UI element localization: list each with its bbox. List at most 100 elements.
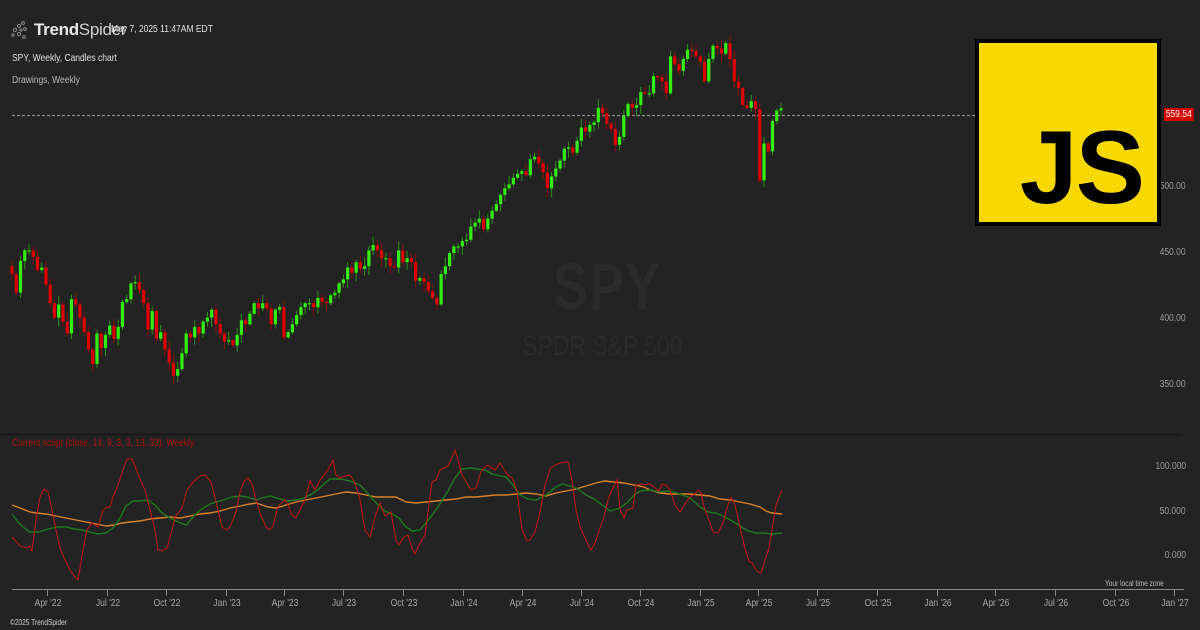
candle	[337, 283, 341, 293]
oscillator-line-signal	[11, 467, 783, 535]
candle	[477, 218, 481, 223]
snapshot-timestamp: May 7, 2025 11:47AM EDT	[111, 24, 213, 35]
time-axis-label: Jul '23	[331, 598, 357, 609]
candle	[588, 124, 592, 132]
candle	[605, 113, 609, 124]
candle	[494, 204, 498, 211]
candle	[48, 284, 52, 304]
candle	[558, 160, 562, 169]
candle	[112, 325, 116, 339]
time-axis-tick	[343, 589, 344, 596]
candle	[715, 45, 719, 49]
last-price-tag: 559.54	[1164, 108, 1194, 121]
candle	[95, 333, 99, 364]
time-axis-label: Oct '26	[1102, 598, 1130, 609]
spider-logo-icon	[11, 21, 27, 39]
candle	[677, 64, 681, 71]
candle	[299, 307, 303, 316]
candle	[214, 309, 218, 325]
candle	[460, 241, 464, 247]
candle	[630, 103, 634, 108]
candle	[418, 278, 422, 281]
candle	[537, 156, 541, 164]
candle	[426, 282, 430, 292]
candle	[651, 76, 656, 94]
time-axis-label: Oct '22	[153, 598, 181, 609]
time-axis-tick	[463, 589, 464, 596]
candle	[745, 105, 749, 108]
candle	[252, 303, 256, 314]
candle	[613, 128, 617, 145]
candle	[486, 218, 490, 230]
candle	[766, 143, 770, 152]
candle	[371, 245, 375, 251]
candle	[673, 56, 677, 65]
candle	[435, 297, 439, 305]
oscillator-line-fast	[11, 448, 783, 582]
candle	[660, 77, 664, 82]
pane-separator[interactable]	[0, 433, 1183, 436]
time-axis-tick	[581, 589, 582, 596]
candle	[626, 103, 630, 116]
candle	[732, 58, 736, 82]
drawings-label[interactable]: Drawings, Weekly	[12, 75, 80, 86]
time-axis-line[interactable]	[12, 589, 1184, 590]
candle	[65, 321, 69, 334]
candle	[473, 222, 477, 227]
candles	[10, 35, 783, 384]
candle	[14, 274, 18, 293]
candle	[469, 226, 473, 240]
candle	[707, 58, 711, 82]
candle	[456, 246, 460, 248]
time-axis-label: Oct '23	[390, 598, 418, 609]
candle	[515, 173, 520, 178]
oscillator-label[interactable]: Current script (close, 14, 9, 3, 3, 13, …	[12, 438, 195, 449]
candle	[511, 177, 515, 185]
candle	[23, 250, 27, 261]
candle	[583, 127, 588, 132]
javascript-logo-background: JS	[979, 43, 1157, 222]
time-axis-label: Apr '24	[509, 598, 537, 609]
candle	[235, 334, 239, 346]
candle	[282, 307, 286, 338]
candle	[86, 332, 91, 350]
candle	[261, 303, 265, 309]
time-axis-tick	[47, 589, 48, 596]
time-axis-tick	[877, 589, 878, 596]
watermark-name: SPDR S&P 500	[522, 330, 683, 361]
candle	[231, 340, 235, 346]
candle	[40, 267, 44, 271]
candle	[405, 258, 409, 263]
candle	[78, 304, 82, 318]
candle	[392, 266, 396, 268]
candle	[571, 147, 575, 153]
candle	[312, 303, 316, 308]
candle	[210, 309, 214, 318]
candle	[397, 250, 401, 268]
candle	[545, 172, 549, 189]
candle	[609, 123, 613, 129]
candle	[303, 303, 307, 308]
candle	[520, 171, 524, 174]
candle	[549, 176, 554, 189]
candle	[108, 325, 112, 335]
candle	[150, 311, 154, 330]
candle	[431, 291, 435, 298]
candle	[324, 301, 328, 304]
candle	[31, 250, 35, 257]
candle	[702, 61, 707, 82]
watermark-ticker: SPY	[553, 249, 661, 323]
candle	[452, 246, 456, 253]
copyright: ©2025 TrendSpider	[10, 618, 67, 627]
candle	[354, 262, 358, 273]
candle	[367, 250, 371, 267]
candle	[622, 115, 626, 137]
candle	[647, 93, 651, 95]
candle	[120, 301, 125, 327]
candle	[541, 163, 545, 173]
timezone-label: Your local time zone	[1105, 579, 1164, 588]
candle	[69, 299, 74, 334]
candle	[57, 304, 61, 318]
time-axis-label: Jul '26	[1043, 598, 1069, 609]
